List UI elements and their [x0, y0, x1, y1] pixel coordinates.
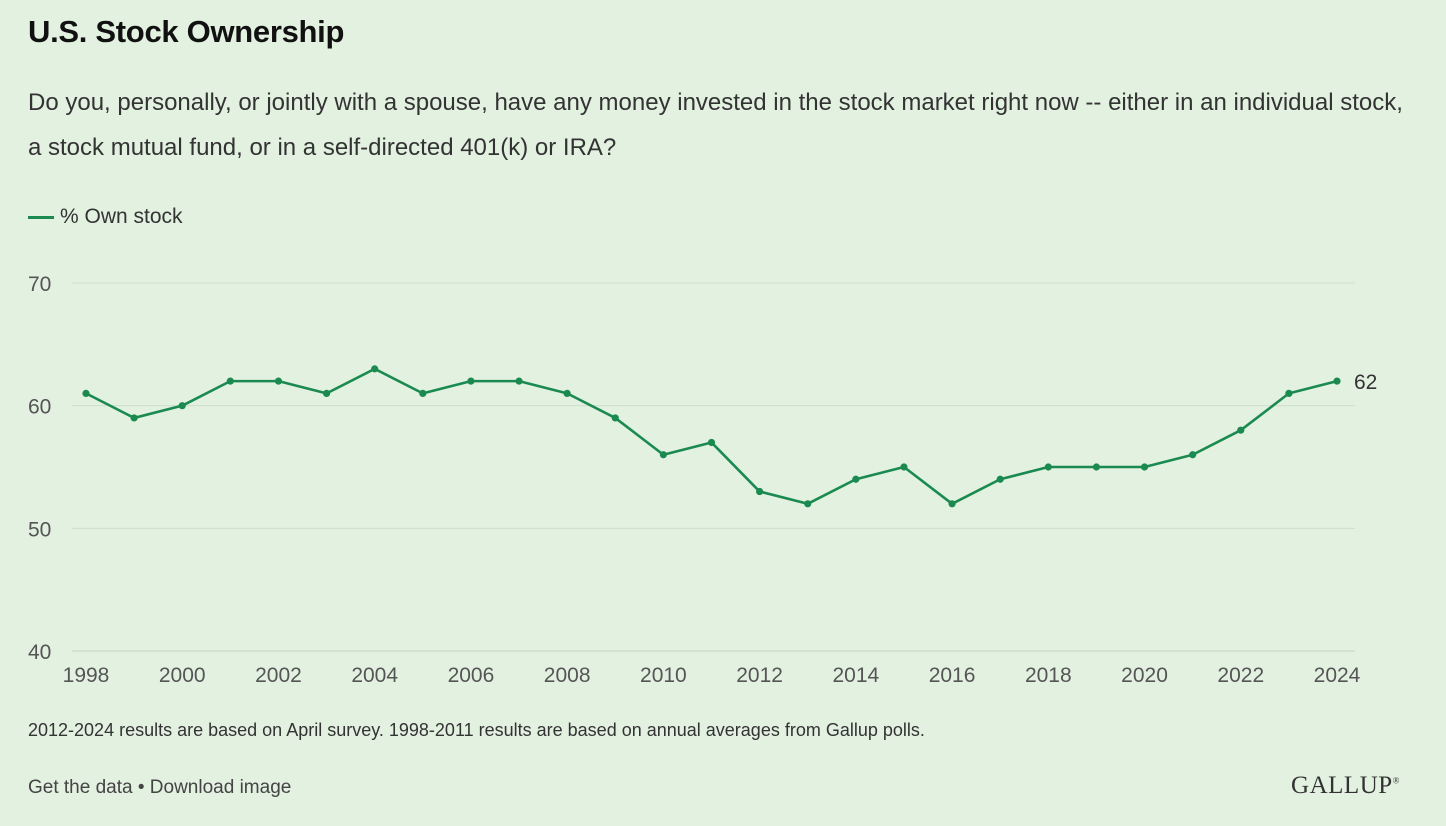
end-value-label: 62	[1354, 371, 1377, 394]
legend-label: % Own stock	[60, 205, 183, 228]
get-data-link[interactable]: Get the data	[28, 777, 133, 798]
download-image-link[interactable]: Download image	[149, 777, 292, 798]
x-tick-label: 2022	[1217, 664, 1264, 687]
data-point-2004	[371, 365, 379, 373]
link-separator: •	[132, 777, 150, 798]
x-tick-label: 2016	[929, 664, 976, 687]
data-point-2009	[611, 414, 619, 422]
data-point-2013	[804, 500, 812, 508]
x-tick-label: 2020	[1121, 664, 1168, 687]
data-point-1999	[130, 414, 138, 422]
data-point-2008	[563, 389, 571, 397]
x-tick-label: 2006	[448, 664, 495, 687]
data-point-2020	[1140, 463, 1149, 471]
survey-question: Do you, personally, or jointly with a sp…	[28, 89, 1403, 161]
data-point-2010	[659, 451, 667, 459]
data-point-2012	[756, 487, 764, 496]
x-tick-label: 2008	[544, 664, 591, 687]
data-point-2021	[1189, 451, 1197, 459]
series-line	[85, 367, 1338, 506]
data-point-2005	[419, 389, 427, 397]
x-tick-label: 2004	[351, 664, 398, 687]
y-tick-label: 60	[28, 396, 51, 419]
x-tick-label: 2014	[832, 664, 879, 687]
data-point-2016	[948, 500, 956, 508]
legend-line-swatch	[28, 215, 54, 219]
data-point-2001	[226, 377, 234, 385]
data-point-2017	[996, 475, 1004, 483]
footnote: 2012-2024 results are based on April sur…	[28, 720, 925, 740]
data-point-2011	[707, 438, 716, 447]
x-tick-label: 2000	[159, 664, 206, 687]
gallup-logo: GALLUP®	[1291, 772, 1400, 799]
data-point-2018	[1044, 463, 1052, 471]
data-point-2015	[900, 463, 908, 471]
data-point-2024	[1333, 377, 1341, 385]
data-point-2014	[852, 475, 860, 483]
data-point-2019	[1092, 463, 1101, 471]
x-tick-label: 2024	[1314, 664, 1361, 687]
line-chart: 40 50 60 70 1998 2000 2002 2004 2006 2008 2010 2012…	[28, 273, 1377, 687]
y-tick-label: 70	[28, 273, 51, 296]
data-point-2006	[467, 377, 475, 385]
chart-title: U.S. Stock Ownership	[28, 14, 345, 49]
footer-links: Get the data • Download image	[28, 777, 291, 799]
data-point-2000	[178, 402, 186, 410]
data-point-2022	[1237, 426, 1245, 434]
x-tick-label: 2018	[1025, 664, 1072, 687]
x-tick-label: 2010	[640, 664, 687, 687]
x-tick-label: 1998	[63, 664, 110, 687]
x-tick-label: 2002	[255, 664, 302, 687]
y-tick-label: 50	[28, 518, 51, 541]
x-tick-label: 2012	[736, 664, 783, 687]
data-point-2002	[274, 377, 283, 385]
data-point-2007	[515, 377, 523, 385]
data-point-1998	[82, 389, 90, 397]
data-point-2023	[1285, 389, 1293, 397]
data-point-2003	[322, 389, 331, 397]
y-tick-label: 40	[28, 641, 51, 664]
legend: % Own stock	[28, 205, 183, 229]
